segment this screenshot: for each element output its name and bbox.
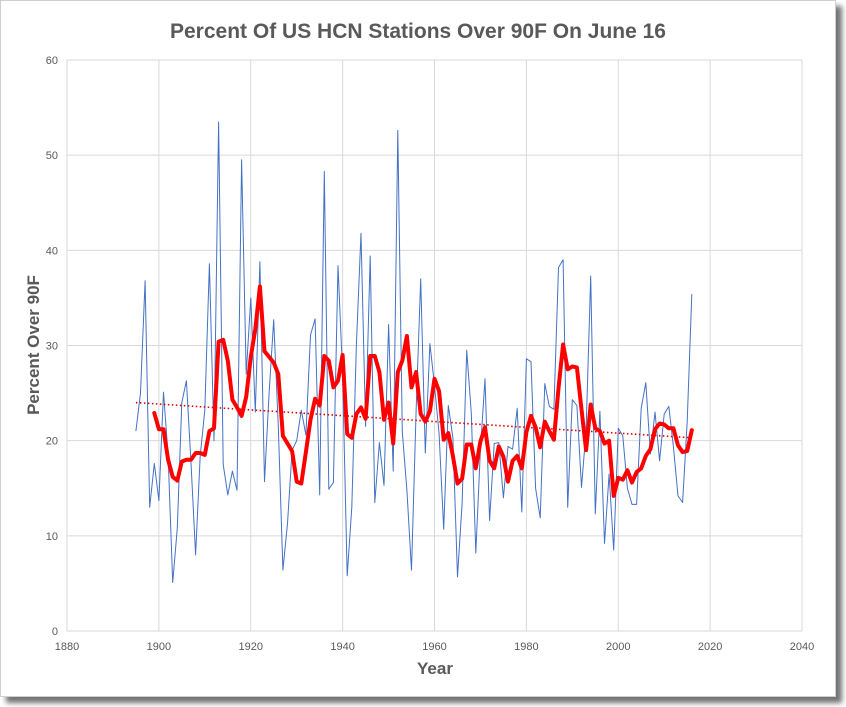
x-tick-label: 1960 <box>422 641 446 653</box>
y-tick-label: 30 <box>46 341 58 353</box>
x-tick-label: 1980 <box>514 641 538 653</box>
x-tick-label: 2020 <box>698 641 722 653</box>
y-tick-label: 20 <box>46 436 58 448</box>
chart-title: Percent Of US HCN Stations Over 90F On J… <box>170 20 666 43</box>
y-tick-label: 10 <box>46 531 58 543</box>
x-tick-label: 1880 <box>55 641 79 653</box>
moving-average-line <box>152 284 694 498</box>
data-series <box>135 121 694 583</box>
x-tick-labels: 1880 1900 1920 1940 1960 1980 2000 2020 2040 <box>55 641 814 653</box>
x-tick-label: 2000 <box>606 641 630 653</box>
y-tick-labels: 0 10 20 30 40 50 60 <box>46 55 58 638</box>
x-axis-title: Year <box>417 659 453 678</box>
x-tick-label: 1920 <box>239 641 263 653</box>
y-tick-label: 40 <box>46 245 58 257</box>
y-tick-label: 0 <box>52 626 58 638</box>
x-tick-label: 1940 <box>330 641 354 653</box>
x-tick-label: 2040 <box>790 641 814 653</box>
x-tick-label: 1900 <box>147 641 171 653</box>
y-axis-title: Percent Over 90F <box>24 275 43 415</box>
chart-frame: 1880 1900 1920 1940 1960 1980 2000 2020 2040 0 10… <box>0 0 836 697</box>
chart-svg: 1880 1900 1920 1940 1960 1980 2000 2020 2040 010… <box>24 20 814 678</box>
gridlines <box>66 59 803 632</box>
y-tick-label: 50 <box>46 150 58 162</box>
y-tick-label: 60 <box>46 55 58 67</box>
